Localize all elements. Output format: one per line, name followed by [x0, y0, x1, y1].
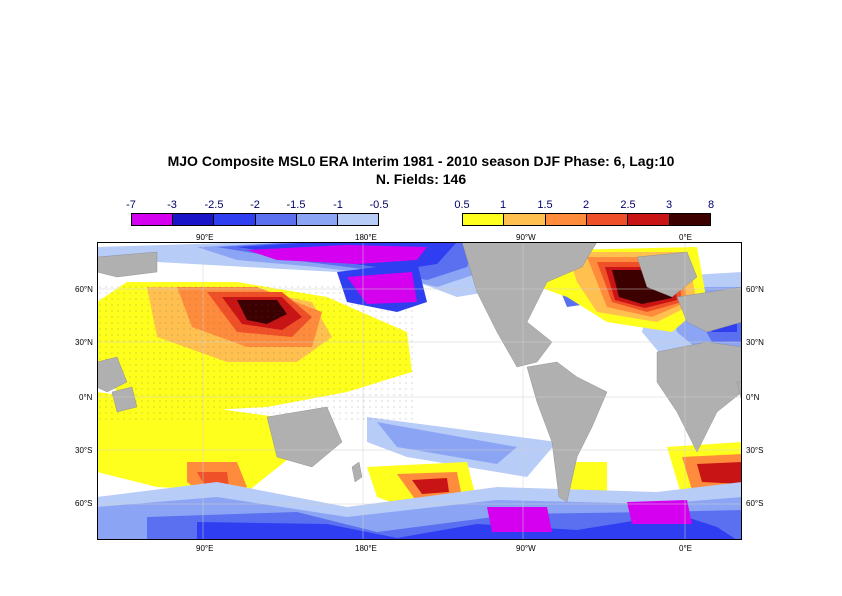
cb-pos-5	[669, 214, 710, 225]
right-lat-30n: 30°N	[746, 338, 764, 347]
top-lon-180e: 180°E	[355, 233, 377, 242]
colorbar-negative	[131, 213, 379, 226]
right-lat-30s: 30°S	[746, 446, 764, 455]
cb-neg-0	[132, 214, 174, 225]
left-lat-60s: 60°S	[75, 499, 93, 508]
cb-pos-label-6: 8	[707, 199, 715, 211]
colorbar-positive	[462, 213, 711, 226]
cb-pos-label-5: 3	[665, 199, 673, 211]
cb-pos-1	[504, 214, 546, 225]
bottom-lon-90w: 90°W	[516, 544, 536, 553]
graticule	[97, 242, 742, 540]
right-lat-60s: 60°S	[746, 499, 764, 508]
figure-title-line2: N. Fields: 146	[375, 171, 467, 187]
cb-pos-label-2: 1.5	[537, 199, 553, 211]
top-lon-90w: 90°W	[516, 233, 536, 242]
cb-neg-4	[296, 214, 338, 225]
cb-neg-label-1: -3	[167, 199, 177, 211]
cb-pos-2	[545, 214, 587, 225]
cb-neg-2	[214, 214, 256, 225]
cb-neg-label-2: -2.5	[204, 199, 224, 211]
map-frame	[97, 242, 742, 540]
top-lon-0e: 0°E	[679, 233, 692, 242]
cb-neg-label-6: -0.5	[369, 199, 389, 211]
cb-pos-0	[463, 214, 505, 225]
cb-pos-4	[628, 214, 670, 225]
cb-neg-label-3: -2	[250, 199, 260, 211]
left-lat-0n: 0°N	[79, 393, 93, 402]
left-lat-30s: 30°S	[75, 446, 93, 455]
cb-neg-1	[173, 214, 215, 225]
cb-neg-label-0: -7	[126, 199, 136, 211]
right-lat-60n: 60°N	[746, 285, 764, 294]
cb-pos-label-4: 2.5	[620, 199, 636, 211]
figure-title-line1: MJO Composite MSL0 ERA Interim 1981 - 20…	[167, 153, 675, 169]
cb-neg-5	[337, 214, 379, 225]
left-lat-60n: 60°N	[75, 285, 93, 294]
cb-pos-label-0: 0.5	[454, 199, 470, 211]
top-lon-90e: 90°E	[196, 233, 214, 242]
cb-neg-3	[255, 214, 297, 225]
bottom-lon-0e: 0°E	[679, 544, 692, 553]
cb-neg-label-4: -1.5	[286, 199, 306, 211]
bottom-lon-90e: 90°E	[196, 544, 214, 553]
cb-pos-label-3: 2	[582, 199, 590, 211]
left-lat-30n: 30°N	[75, 338, 93, 347]
cb-pos-3	[586, 214, 629, 225]
stipple-overlay	[97, 282, 417, 422]
right-lat-0n: 0°N	[746, 393, 760, 402]
bottom-lon-180e: 180°E	[355, 544, 377, 553]
southern-ocean-band	[97, 482, 742, 540]
cb-pos-label-1: 1	[499, 199, 507, 211]
cb-neg-label-5: -1	[333, 199, 343, 211]
anomaly-map	[97, 242, 742, 540]
